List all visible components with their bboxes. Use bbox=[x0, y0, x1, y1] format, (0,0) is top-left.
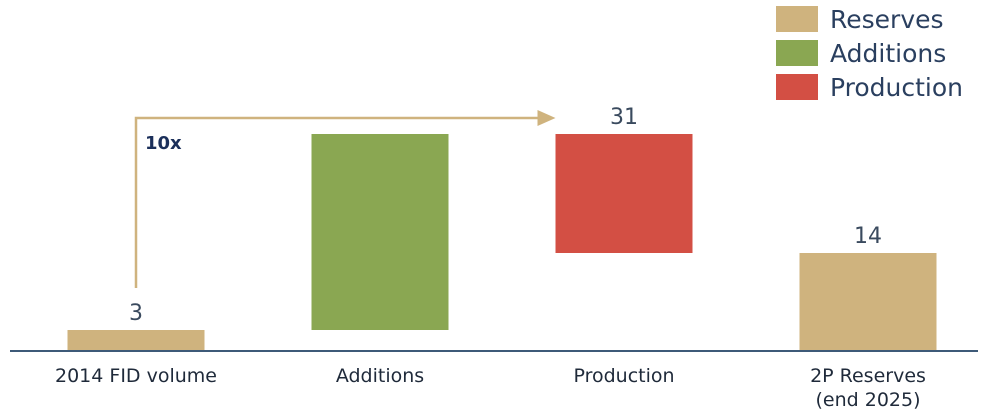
bar-2p-reserves-end-2025 bbox=[799, 253, 937, 351]
tick-label-production: Production bbox=[573, 365, 674, 387]
multiplier-arrow bbox=[134, 116, 540, 288]
legend-swatch-additions bbox=[776, 40, 818, 66]
legend-label-reserves: Reserves bbox=[830, 5, 944, 34]
multiplier-arrowhead bbox=[537, 110, 556, 126]
bar-additions bbox=[311, 134, 449, 330]
legend: Reserves Additions Production bbox=[776, 5, 963, 102]
legend-swatch-reserves bbox=[776, 6, 818, 32]
bar-2014-fid-volume bbox=[67, 330, 205, 351]
bar-production bbox=[555, 134, 693, 253]
tick-label-additions: Additions bbox=[336, 365, 424, 387]
bars: 3 31 14 bbox=[67, 105, 937, 351]
legend-label-production: Production bbox=[830, 73, 963, 102]
multiplier-label: 10x bbox=[145, 133, 182, 154]
tick-label-2014-fid-volume: 2014 FID volume bbox=[55, 365, 217, 387]
x-tick-labels: 2014 FID volume Additions Production 2P Res… bbox=[55, 365, 926, 411]
value-label-production: 31 bbox=[610, 105, 638, 130]
legend-swatch-production bbox=[776, 74, 818, 100]
tick-label-2p-reserves-end-2025: 2P Reserves (end 2025) bbox=[810, 365, 926, 411]
multiplier-annotation: 10x bbox=[134, 110, 556, 288]
legend-label-additions: Additions bbox=[830, 39, 946, 68]
value-label-2014-fid-volume: 3 bbox=[129, 301, 143, 326]
value-label-2p-reserves-end-2025: 14 bbox=[854, 224, 882, 249]
